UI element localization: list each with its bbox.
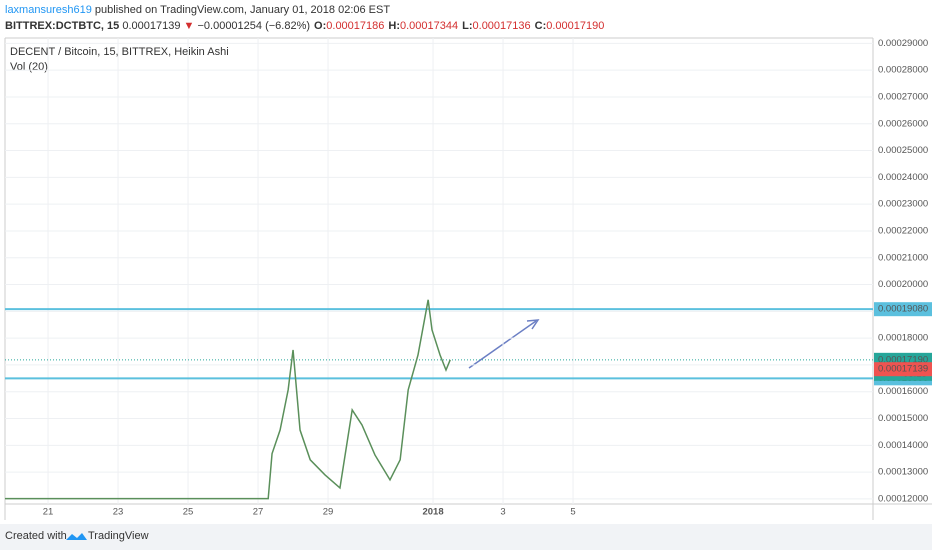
y-tick-label: 0.00018000 [878,333,928,344]
y-tick-label: 0.00016000 [878,386,928,397]
ohlc-label: L: [462,20,472,32]
y-tick-label: 0.00024000 [878,172,928,183]
y-tick-label: 0.00013000 [878,467,928,478]
level-tag [874,302,932,317]
y-tick-label: 0.00020000 [878,279,928,290]
y-tick-label: 0.00026000 [878,118,928,129]
ohlc-value: 0.00017136 [473,20,531,32]
y-tick-label: 0.00014000 [878,440,928,451]
created: Created with [5,530,67,542]
x-tick-label: 25 [183,507,194,518]
change: −0.00001254 (−6.82%) [197,20,310,32]
y-tick-label: 0.00022000 [878,225,928,236]
legend-vol: Vol (20) [10,61,48,73]
ohlc-label: C: [535,20,547,32]
ohlc-value: 0.00017344 [400,20,458,32]
level-label: 0.00019080 [878,304,928,315]
ohlc-value: 0.00017186 [326,20,384,32]
symbol-line: BITTREX:DCTBTC, 15 0.00017139 ▼ −0.00001… [5,20,604,32]
footer-band [0,524,932,550]
x-tick-label: 27 [253,507,264,518]
ohlc-label: O: [314,20,326,32]
close-label: 0.00017139 [878,364,928,375]
arrow: ▼ [184,20,195,32]
close-tag [874,362,932,377]
y-tick-label: 0.00015000 [878,413,928,424]
last-price-label: 0.00017190 [878,354,928,365]
y-tick-label: 0.00029000 [878,38,928,49]
y-tick-label: 0.00023000 [878,199,928,210]
x-tick-label: 21 [43,507,54,518]
symbol: BITTREX:DCTBTC, 15 [5,20,119,32]
x-tick-label: 29 [323,507,334,518]
x-tick-label: 3 [500,507,505,518]
x-tick-label: 2018 [422,507,443,518]
header-line: laxmansuresh619 published on TradingView… [5,4,390,16]
price-line [5,299,451,500]
y-tick-label: 0.00025000 [878,145,928,156]
brand[interactable]: TradingView [88,530,149,542]
legend-main: DECENT / Bitcoin, 15, BITTREX, Heikin As… [10,46,229,58]
published: published on TradingView.com, January 01… [95,4,390,16]
user[interactable]: laxmansuresh619 [5,4,92,16]
ohlc-label: H: [388,20,400,32]
last: 0.00017139 [122,20,180,32]
x-tick-label: 5 [570,507,575,518]
logo [66,533,87,540]
y-tick-label: 0.00028000 [878,65,928,76]
trend-arrow [468,320,537,369]
y-tick-label: 0.00021000 [878,252,928,263]
x-tick-label: 23 [113,507,124,518]
ohlc-value: 0.00017190 [546,20,604,32]
y-tick-label: 0.00012000 [878,493,928,504]
y-tick-label: 0.00027000 [878,91,928,102]
trend-arrow-head [526,319,540,330]
ohlc: O:0.00017186 H:0.00017344 L:0.00017136 C:0.… [314,20,604,32]
